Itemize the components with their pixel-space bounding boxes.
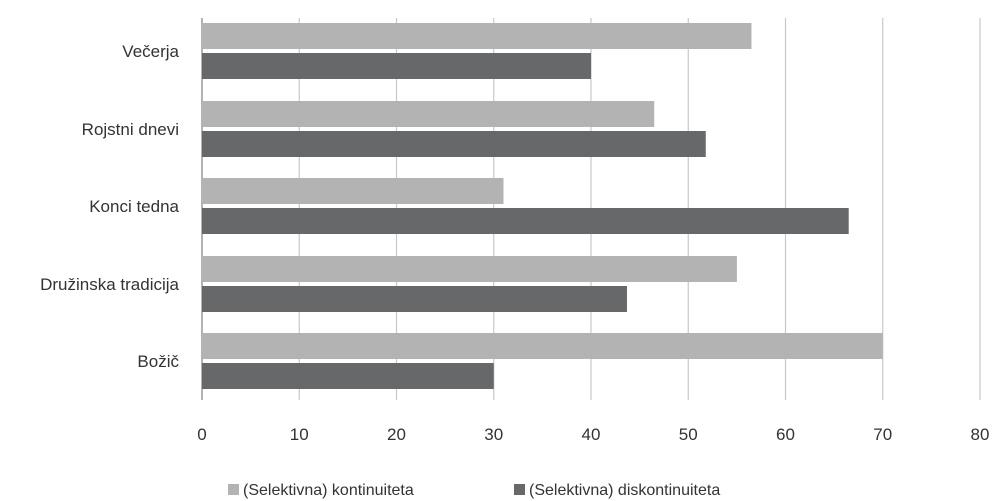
- bar-rojstni-dnevi-series-1: [202, 101, 655, 127]
- bar-vecerja-series-2: [202, 53, 591, 79]
- x-tick-label-20: 20: [387, 425, 406, 444]
- bar-vecerja-series-1: [202, 23, 752, 49]
- x-tick-label-30: 30: [484, 425, 503, 444]
- x-tick-label-80: 80: [971, 425, 990, 444]
- bar-konci-tedna-series-1: [202, 178, 504, 204]
- bar-bozic-series-1: [202, 333, 883, 359]
- bar-bozic-series-2: [202, 363, 494, 389]
- x-tick-label-70: 70: [873, 425, 892, 444]
- category-labels: Večerja Rojstni dnevi Konci tedna Družinska…: [40, 42, 179, 371]
- category-label-vecerja: Večerja: [122, 42, 179, 61]
- category-label-bozic: Božič: [137, 352, 179, 371]
- x-tick-label-0: 0: [197, 425, 206, 444]
- x-tick-labels: 0 10 20 30 40 50 60 70 80: [197, 425, 989, 444]
- x-tick-label-40: 40: [582, 425, 601, 444]
- legend-label-1: (Selektivna) kontinuiteta: [243, 482, 414, 499]
- x-tick-label-50: 50: [679, 425, 698, 444]
- category-label-rojstni-dnevi: Rojstni dnevi: [82, 120, 179, 139]
- category-label-konci-tedna: Konci tedna: [89, 197, 179, 216]
- bar-rojstni-dnevi-series-2: [202, 131, 706, 157]
- legend-swatch-1: [228, 484, 239, 495]
- x-tick-label-60: 60: [776, 425, 795, 444]
- bars: [202, 23, 883, 389]
- bar-konci-tedna-series-2: [202, 208, 849, 234]
- legend: (Selektivna) kontinuiteta (Selektivna) di…: [228, 482, 720, 499]
- legend-swatch-2: [514, 484, 525, 495]
- legend-label-2: (Selektivna) diskontinuiteta: [529, 482, 720, 499]
- x-tick-label-10: 10: [290, 425, 309, 444]
- category-label-druzinska-tradicija: Družinska tradicija: [40, 275, 179, 294]
- bar-druzinska-tradicija-series-2: [202, 286, 627, 312]
- bar-druzinska-tradicija-series-1: [202, 256, 737, 282]
